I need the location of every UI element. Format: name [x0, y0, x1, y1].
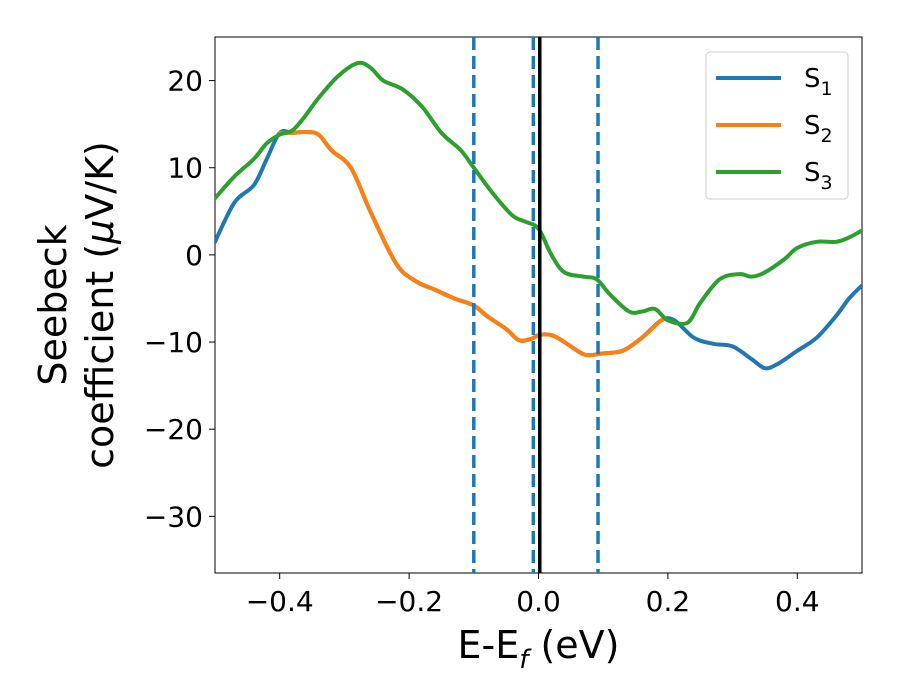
legend: S1 S2 S3 — [705, 51, 849, 200]
y-axis-title-line2: coefficient (μV/K) — [78, 141, 122, 469]
y-tick-label: 0 — [185, 239, 203, 272]
legend-label-s1: S1 — [804, 64, 833, 100]
y-tick-label: −20 — [144, 413, 203, 446]
y-tick-label: 20 — [167, 65, 203, 98]
x-tick-label: −0.2 — [375, 585, 443, 618]
x-axis-title: E-Ef (eV) — [458, 623, 620, 675]
y-axis-ticks: −30 −20 −10 0 10 20 — [144, 65, 215, 533]
legend-label-s3: S3 — [804, 158, 833, 194]
x-axis-ticks: −0.4 −0.2 0.0 0.2 0.4 — [246, 573, 820, 618]
legend-label-s2: S2 — [804, 111, 833, 147]
x-tick-label: 0.2 — [646, 585, 691, 618]
series-line-s2 — [277, 129, 670, 358]
y-axis-title: Seebeck coefficient (μV/K) — [31, 141, 122, 469]
x-tick-label: 0.0 — [516, 585, 561, 618]
y-tick-label: −30 — [144, 500, 203, 533]
y-tick-label: 10 — [167, 152, 203, 185]
y-axis-title-line1: Seebeck — [31, 224, 75, 385]
x-tick-label: 0.4 — [775, 585, 820, 618]
reference-lines — [472, 37, 600, 573]
y-tick-label: −10 — [144, 326, 203, 359]
x-tick-label: −0.4 — [246, 585, 314, 618]
series-line-s3 — [215, 60, 862, 327]
